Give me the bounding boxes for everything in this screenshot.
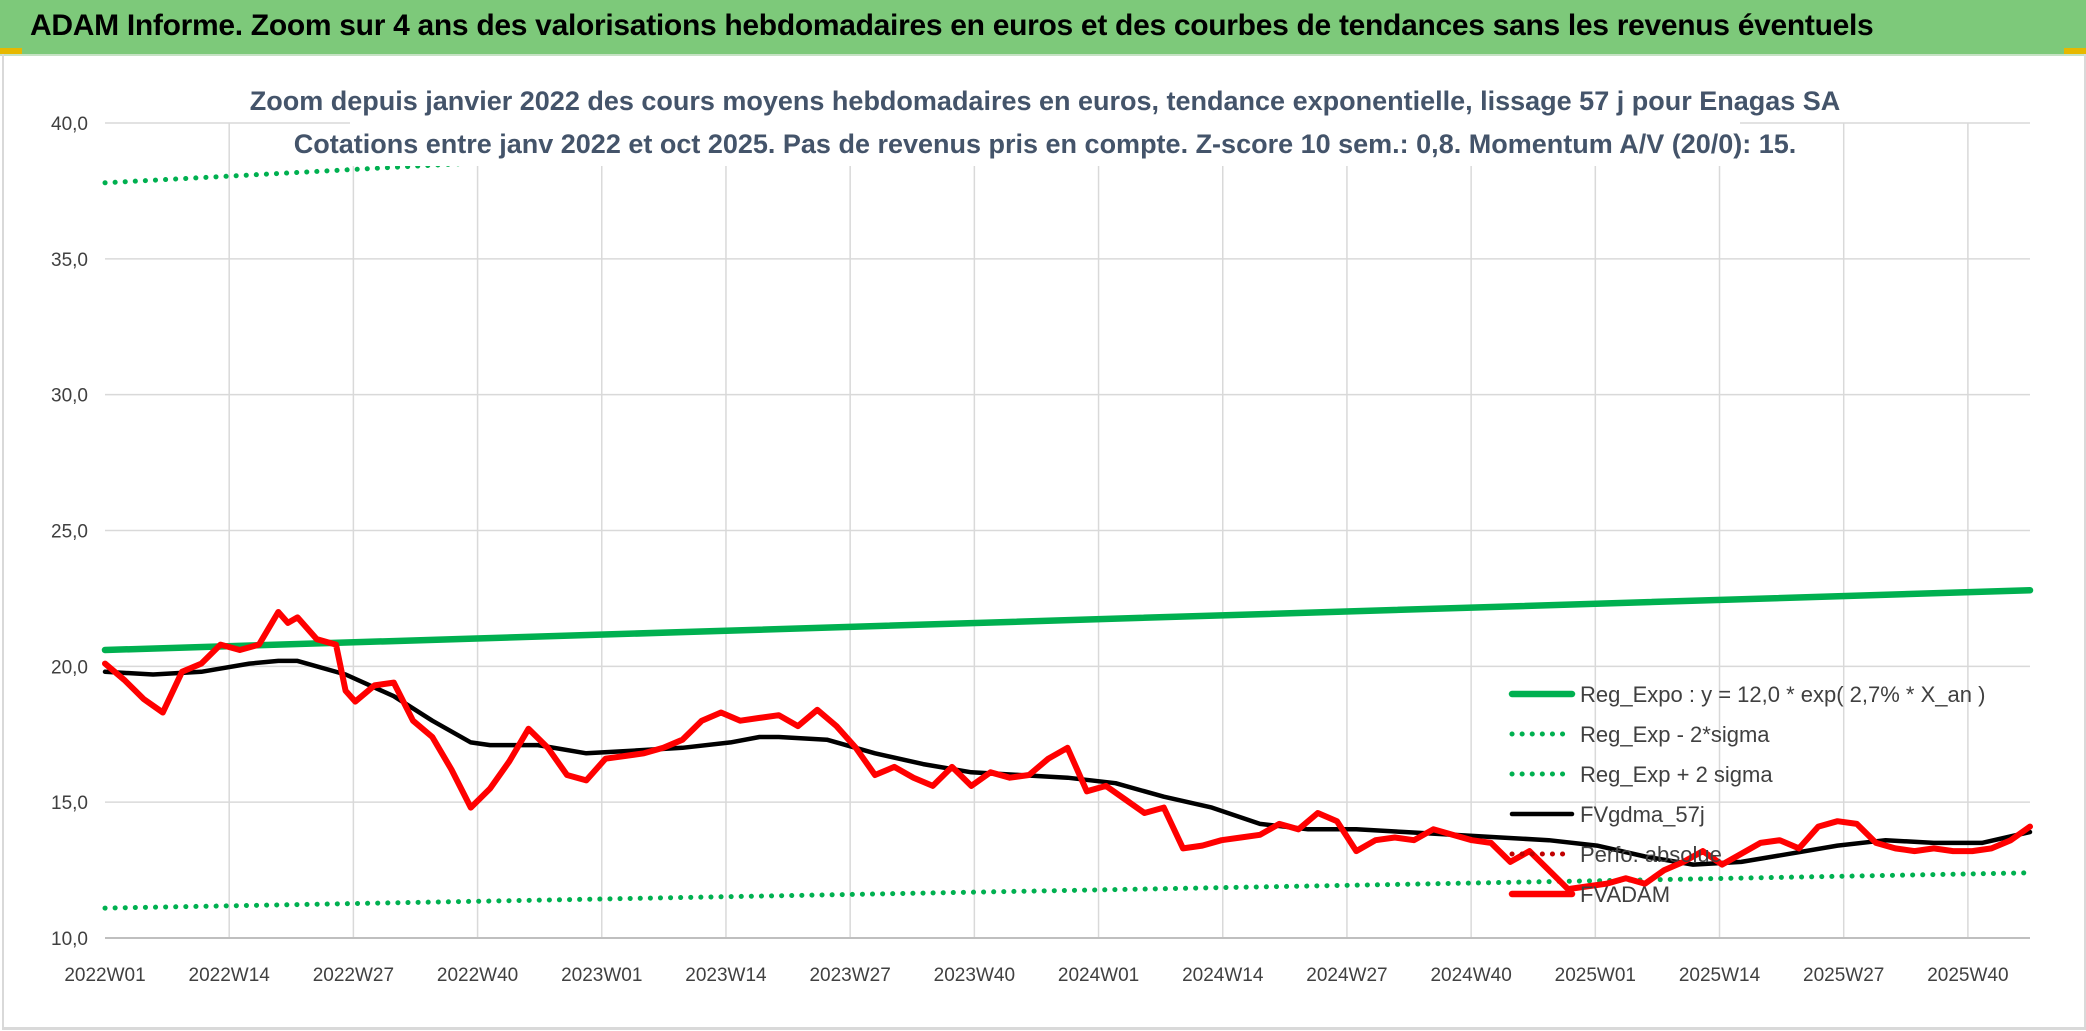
x-tick-label: 2023W40 [934,965,1015,986]
x-tick-label: 2023W27 [809,965,890,986]
series-line-fvadam [102,609,2033,893]
x-tick-label: 2022W14 [189,965,271,986]
x-tick-label: 2022W01 [64,965,145,986]
legend-label-reg-exp-2-sigma: Reg_Exp - 2*sigma [1580,722,1770,747]
title-bar-accent-right [2064,48,2086,54]
chart-subtitle-group: Zoom depuis janvier 2022 des cours moyen… [250,78,1841,166]
x-tick-label: 2025W27 [1803,965,1884,986]
x-tick-label: 2024W01 [1058,965,1139,986]
x-tick-label: 2023W14 [685,965,767,986]
x-tick-label: 2024W14 [1182,965,1264,986]
chart-subtitle-line1: Zoom depuis janvier 2022 des cours moyen… [250,86,1841,116]
x-tick-label: 2022W40 [437,965,518,986]
legend-label-reg-exp-2-sigma: Reg_Exp + 2 sigma [1580,762,1773,787]
y-tick-label: 20,0 [51,657,88,678]
title-bar: ADAM Informe. Zoom sur 4 ans des valoris… [0,0,2086,56]
y-tick-label: 30,0 [51,386,88,407]
x-tick-label: 2024W27 [1306,965,1387,986]
series-line-reg-expo-y-12-0-exp-2-7-x-an [101,587,2034,654]
legend-label-perfo-absolue: Perfo. absolue [1580,842,1722,867]
y-tick-label: 35,0 [51,250,88,271]
subtitle-background [350,78,1740,166]
x-tick-label: 2022W27 [313,965,394,986]
y-tick-label: 10,0 [51,929,88,950]
x-tick-label: 2024W40 [1430,965,1511,986]
chart-grid [105,122,2030,938]
chart-axes: 10,0 15,0 20,0 25,0 30,0 35,0 40,0 2022W01 2022W… [51,114,2030,986]
y-tick-label: 25,0 [51,522,88,543]
y-tick-label: 15,0 [51,793,88,814]
title-bar-accent-left [0,48,22,54]
chart-frame [2,54,2086,1030]
page-title: ADAM Informe. Zoom sur 4 ans des valoris… [30,9,1874,42]
chart-subtitle-line2: Cotations entre janv 2022 et oct 2025. P… [294,129,1797,159]
legend-label-fvgdma-57j: FVgdma_57j [1580,802,1705,827]
legend-label-fvadam: FVADAM [1580,882,1670,907]
x-tick-label: 2025W01 [1555,965,1636,986]
legend-label-reg-expo-y-12-0-exp-2-7-x-an: Reg_Expo : y = 12,0 * exp( 2,7% * X_an ) [1580,682,1985,707]
x-tick-label: 2023W01 [561,965,642,986]
x-tick-label: 2025W14 [1679,965,1761,986]
y-tick-label: 40,0 [51,114,88,135]
series-line-reg-exp-2-sigma [102,870,2033,911]
chart-legend: Reg_Expo : y = 12,0 * exp( 2,7% * X_an )… [1508,682,1985,907]
x-tick-label: 2025W40 [1927,965,2008,986]
